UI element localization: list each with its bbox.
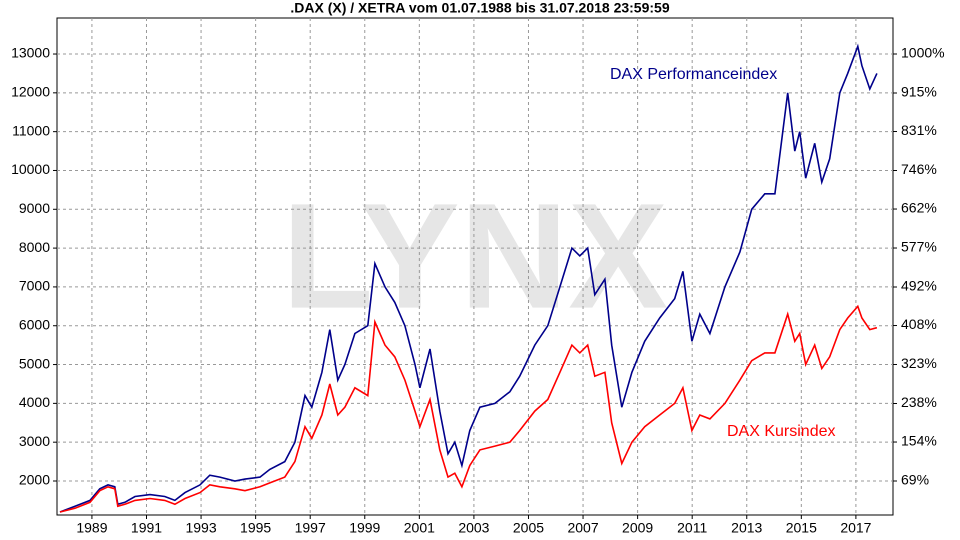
series-line	[59, 304, 878, 513]
x-tick-label: 1997	[295, 520, 326, 536]
y2-tick-label: 238%	[901, 394, 937, 410]
x-tick-label: 2011	[677, 520, 707, 536]
y2-tick-label: 492%	[901, 278, 937, 294]
x-tick-label: 1989	[76, 520, 107, 536]
y2-tick-label: 1000%	[901, 45, 945, 61]
x-tick-label: 1999	[349, 520, 380, 536]
x-tick-label: 2017	[840, 520, 871, 536]
x-tick-label: 2001	[404, 520, 435, 536]
watermark: LYNX	[282, 172, 668, 340]
x-tick-label: 2003	[458, 520, 489, 536]
y-tick-label: 2000	[19, 472, 50, 488]
y-tick-label: 7000	[19, 278, 50, 294]
y-tick-label: 3000	[19, 433, 50, 449]
y-tick-label: 5000	[19, 355, 50, 371]
y2-tick-label: 662%	[901, 200, 937, 216]
y-tick-label: 8000	[19, 239, 50, 255]
y-tick-label: 12000	[11, 84, 50, 100]
x-tick-label: 1991	[131, 520, 162, 536]
series-line	[59, 43, 878, 513]
x-tick-label: 2005	[513, 520, 544, 536]
y2-tick-label: 577%	[901, 239, 937, 255]
y2-tick-label: 915%	[901, 84, 937, 100]
y2-tick-label: 746%	[901, 161, 937, 177]
x-tick-label: 1995	[240, 520, 271, 536]
y-tick-label: 6000	[19, 316, 50, 332]
chart-title: .DAX (X) / XETRA vom 01.07.1988 bis 31.0…	[290, 0, 669, 16]
x-tick-label: 2007	[567, 520, 598, 536]
x-tick-label: 2009	[622, 520, 653, 536]
y-tick-label: 13000	[11, 45, 50, 61]
plot-frame	[56, 17, 894, 516]
y2-tick-label: 323%	[901, 355, 937, 371]
y-tick-label: 4000	[19, 394, 50, 410]
y2-tick-label: 831%	[901, 122, 937, 138]
y2-tick-label: 69%	[901, 472, 929, 488]
x-tick-label: 2013	[731, 520, 762, 536]
y2-tick-label: 408%	[901, 316, 937, 332]
y-tick-label: 11000	[12, 122, 50, 138]
legend-label: DAX Performanceindex	[610, 66, 777, 83]
y2-tick-label: 154%	[901, 433, 937, 449]
y-tick-label: 10000	[11, 161, 50, 177]
x-tick-label: 1993	[185, 520, 216, 536]
x-tick-label: 2015	[786, 520, 817, 536]
legend-label: DAX Kursindex	[727, 423, 836, 440]
y-tick-label: 9000	[19, 200, 50, 216]
